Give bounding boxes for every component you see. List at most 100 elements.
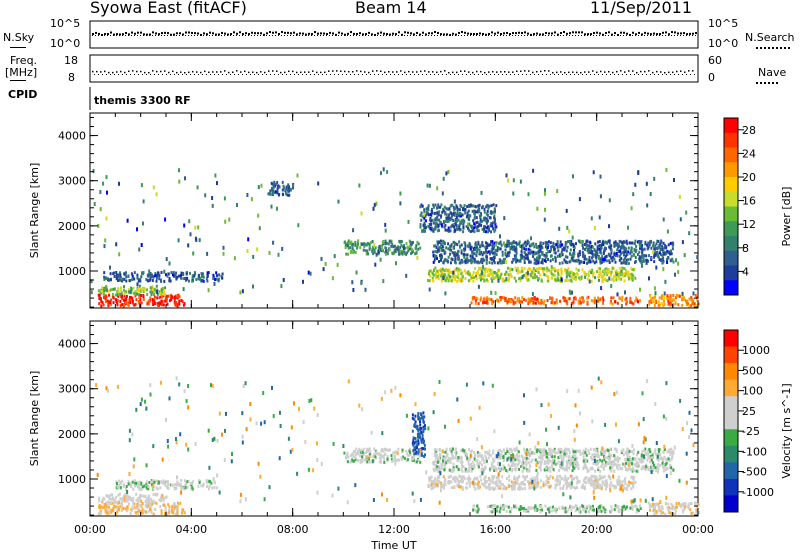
echo-cell [284, 188, 287, 192]
echo-cell [422, 417, 425, 421]
echo-cell [195, 277, 198, 281]
echo-cell [438, 228, 440, 232]
echo-cell [156, 292, 159, 296]
echo-cell [407, 454, 410, 458]
echo-cell [650, 456, 653, 460]
echo-cell [536, 267, 539, 271]
echo-cell [576, 259, 579, 263]
echo-cell [503, 448, 505, 452]
echo-cell [413, 422, 416, 426]
echo-cell [107, 510, 110, 514]
echo-cell [133, 303, 136, 307]
echo-cell [541, 457, 544, 461]
echo-cell [568, 251, 571, 255]
colorbar-cell [724, 206, 738, 222]
echo-cell [582, 246, 584, 250]
echo-cell [641, 465, 644, 469]
echo-cell [591, 453, 594, 457]
echo-cell [596, 484, 599, 488]
echo-cell [465, 215, 468, 219]
echo-cell [372, 245, 375, 249]
echo-cell [161, 295, 163, 299]
echo-cell [549, 270, 552, 274]
echo-cell [410, 251, 413, 255]
echo-cell [587, 260, 590, 264]
echo-cell [674, 296, 677, 299]
echo-cell [551, 299, 554, 303]
echo-cell [551, 460, 554, 464]
echo-cell [662, 250, 664, 254]
echo-cell [351, 452, 354, 456]
echo-cell [136, 511, 138, 514]
echo-cell [481, 258, 484, 262]
echo-cell [145, 497, 148, 500]
echo-cell [481, 253, 484, 257]
echo-cell [143, 289, 146, 293]
echo-cell [152, 292, 155, 296]
echo-cell [666, 303, 669, 306]
echo-cell [443, 242, 446, 246]
echo-cell [600, 487, 603, 491]
echo-cell [483, 278, 486, 283]
echo-cell [444, 212, 447, 216]
echo-cell [624, 482, 627, 485]
echo-cell [519, 259, 522, 263]
echo-cell [260, 183, 263, 188]
echo-cell [649, 450, 652, 454]
echo-cell [444, 273, 446, 277]
echo-cell [553, 247, 555, 251]
echo-cell [369, 453, 372, 457]
echo-cell [539, 460, 542, 464]
echo-cell [511, 458, 514, 462]
echo-cell [536, 206, 539, 211]
echo-cell [593, 225, 596, 230]
echo-cell [167, 483, 170, 487]
echo-cell [597, 240, 599, 244]
echo-cell [659, 453, 662, 456]
echo-cell [599, 261, 602, 265]
echo-cell [580, 260, 583, 264]
echo-cell [693, 304, 696, 308]
echo-cell [463, 204, 466, 208]
echo-cell [554, 462, 557, 466]
echo-cell [406, 458, 409, 462]
echo-cell [474, 205, 477, 208]
echo-cell [603, 467, 605, 471]
echo-cell [215, 277, 218, 281]
echo-cell [526, 448, 529, 452]
echo-cell [139, 298, 142, 302]
echo-cell [562, 457, 565, 461]
echo-cell [505, 270, 508, 274]
echo-cell [121, 279, 124, 283]
echo-cell [159, 291, 162, 296]
echo-cell [454, 259, 456, 263]
echo-cell [457, 249, 460, 253]
echo-cell [483, 461, 486, 464]
echo-cell [545, 269, 548, 273]
echo-cell [510, 480, 513, 484]
echo-cell [444, 257, 447, 261]
echo-region [115, 479, 218, 491]
echo-cell [357, 458, 359, 462]
echo-cell [504, 452, 507, 455]
echo-cell [150, 484, 153, 488]
echo-cell [375, 201, 378, 206]
echo-cell [494, 218, 496, 222]
echo-cell [351, 458, 354, 462]
echo-cell [482, 459, 485, 462]
echo-cell [471, 255, 474, 259]
echo-cell [485, 250, 488, 254]
echo-cell [522, 274, 525, 278]
echo-cell [627, 480, 630, 484]
echo-cell [445, 216, 448, 220]
echo-cell [184, 486, 187, 490]
echo-cell [246, 193, 249, 197]
echo-cell [611, 302, 614, 306]
echo-cell [636, 465, 639, 469]
echo-cell [475, 254, 478, 258]
echo-cell [666, 294, 669, 298]
echo-cell [182, 287, 185, 292]
echo-cell [388, 248, 391, 252]
echo-cell [652, 299, 655, 302]
echo-cell [109, 288, 112, 292]
